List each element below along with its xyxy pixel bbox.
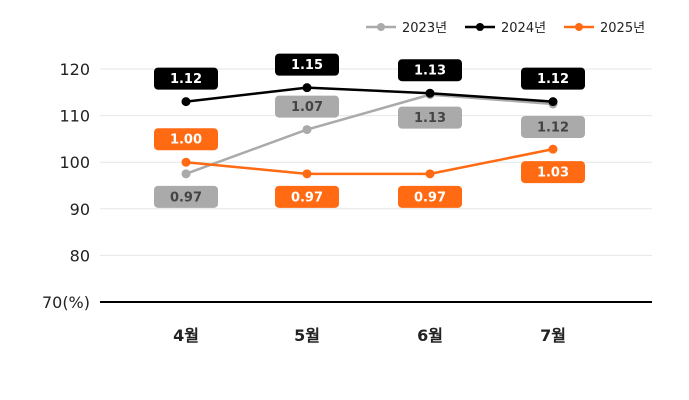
data-label: 1.03 <box>537 166 569 181</box>
data-label-box <box>154 128 218 151</box>
data-label-box <box>154 185 218 208</box>
data-label-box <box>398 106 462 129</box>
data-label: 1.07 <box>291 100 323 115</box>
data-point <box>425 88 435 98</box>
data-label-box <box>398 59 462 82</box>
data-label-box <box>521 115 585 138</box>
data-label-box <box>521 67 585 90</box>
data-label-box <box>398 185 462 208</box>
data-label-box <box>275 185 339 208</box>
data-label: 0.97 <box>170 190 202 205</box>
data-label-box <box>154 67 218 90</box>
y-tick-label: 70(%) <box>42 293 90 312</box>
data-labels: 0.97 1.07 1.13 1.12 1.12 1.15 1.13 1.12 1.00 0.97… <box>154 53 585 208</box>
axes: 120 110 100 90 80 70(%) 4월 5월 6월 7월 <box>42 60 652 345</box>
legend-label: 2023년 <box>402 21 447 36</box>
legend: 2023년 2024년 2025년 <box>366 21 645 36</box>
data-label: 0.97 <box>291 190 323 205</box>
y-tick-label: 80 <box>70 246 90 265</box>
data-label-box <box>521 161 585 184</box>
data-point <box>302 125 312 135</box>
y-tick-label: 120 <box>59 60 90 79</box>
series-line <box>185 147 554 176</box>
y-tick-label: 100 <box>59 153 90 172</box>
data-label: 1.13 <box>414 64 446 79</box>
legend-label: 2025년 <box>600 21 645 36</box>
data-point <box>548 144 558 154</box>
legend-marker <box>476 23 484 31</box>
legend-marker <box>377 23 385 31</box>
data-label: 1.12 <box>170 72 202 87</box>
data-label-box <box>275 95 339 118</box>
x-tick-label: 4월 <box>173 326 199 345</box>
data-label: 1.15 <box>291 58 323 73</box>
data-point <box>302 83 312 93</box>
data-label: 1.13 <box>414 111 446 126</box>
data-point <box>181 97 191 107</box>
data-label: 1.00 <box>170 133 202 148</box>
data-point <box>302 169 312 179</box>
data-point <box>181 169 191 179</box>
legend-marker <box>575 23 583 31</box>
series-line <box>185 93 554 176</box>
y-tick-label: 110 <box>59 107 90 126</box>
data-label: 1.12 <box>537 120 569 135</box>
data-point <box>548 97 558 107</box>
y-tick-label: 90 <box>70 200 90 219</box>
x-tick-label: 5월 <box>294 326 320 345</box>
series-line <box>185 86 554 103</box>
legend-label: 2024년 <box>501 21 546 36</box>
data-label: 1.12 <box>537 72 569 87</box>
series-lines <box>181 83 558 179</box>
x-tick-label: 7월 <box>540 326 566 345</box>
data-label-box <box>275 53 339 76</box>
x-tick-label: 6월 <box>417 326 443 345</box>
data-point <box>181 157 191 167</box>
data-label: 0.97 <box>414 190 446 205</box>
data-point <box>425 169 435 179</box>
